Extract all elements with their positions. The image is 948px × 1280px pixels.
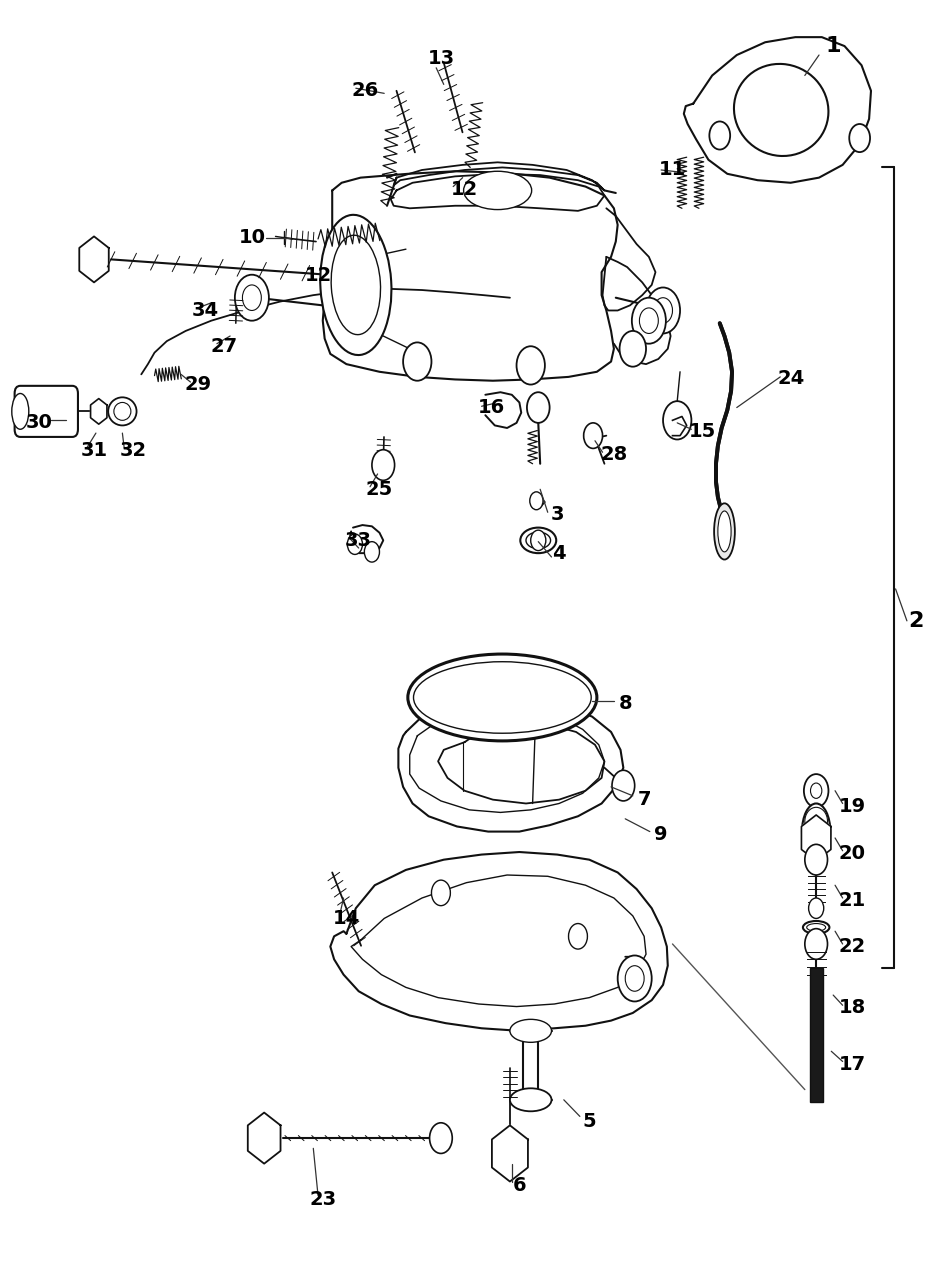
- Polygon shape: [91, 398, 107, 424]
- Circle shape: [530, 492, 543, 509]
- Circle shape: [811, 783, 822, 799]
- Text: 8: 8: [618, 694, 632, 713]
- Text: 4: 4: [553, 544, 566, 563]
- Text: 11: 11: [659, 160, 686, 179]
- Text: 21: 21: [838, 891, 866, 910]
- Text: 24: 24: [778, 369, 805, 388]
- Text: 5: 5: [582, 1112, 596, 1132]
- Circle shape: [639, 308, 658, 334]
- Circle shape: [372, 449, 394, 480]
- Text: 26: 26: [352, 82, 379, 100]
- Text: 9: 9: [654, 824, 668, 844]
- Text: 7: 7: [637, 790, 651, 809]
- Text: 15: 15: [689, 422, 717, 442]
- Ellipse shape: [413, 662, 592, 733]
- Text: 3: 3: [551, 506, 564, 525]
- Text: 27: 27: [210, 337, 238, 356]
- Text: 18: 18: [838, 998, 866, 1018]
- Circle shape: [805, 845, 828, 876]
- Text: 19: 19: [839, 796, 866, 815]
- Ellipse shape: [320, 215, 392, 355]
- Circle shape: [364, 541, 379, 562]
- Circle shape: [569, 924, 588, 948]
- Bar: [810, 968, 823, 1102]
- Ellipse shape: [803, 922, 830, 934]
- Text: 31: 31: [81, 442, 107, 461]
- Circle shape: [809, 899, 824, 919]
- Circle shape: [618, 955, 651, 1001]
- Circle shape: [347, 534, 362, 554]
- Text: 14: 14: [333, 909, 360, 928]
- Text: 25: 25: [366, 480, 393, 499]
- Ellipse shape: [408, 654, 597, 741]
- Text: 6: 6: [513, 1176, 526, 1194]
- Text: 32: 32: [120, 442, 147, 461]
- Ellipse shape: [114, 402, 131, 420]
- Ellipse shape: [802, 804, 830, 860]
- Text: 2: 2: [909, 611, 924, 631]
- Text: 30: 30: [26, 413, 53, 433]
- FancyBboxPatch shape: [14, 385, 78, 436]
- Ellipse shape: [510, 1088, 552, 1111]
- Text: 1: 1: [826, 36, 841, 56]
- Ellipse shape: [718, 511, 731, 552]
- Circle shape: [805, 929, 828, 959]
- Text: 20: 20: [839, 844, 866, 863]
- Text: 34: 34: [192, 301, 219, 320]
- Ellipse shape: [526, 532, 551, 549]
- Polygon shape: [247, 1112, 281, 1164]
- Text: 23: 23: [309, 1190, 337, 1208]
- Ellipse shape: [464, 172, 532, 210]
- Ellipse shape: [11, 393, 28, 429]
- Circle shape: [663, 401, 691, 439]
- Text: 16: 16: [478, 398, 504, 417]
- Circle shape: [429, 1123, 452, 1153]
- Circle shape: [403, 343, 431, 380]
- Polygon shape: [492, 1125, 528, 1181]
- Text: 33: 33: [345, 531, 373, 550]
- Ellipse shape: [714, 503, 735, 559]
- Ellipse shape: [807, 924, 826, 932]
- Circle shape: [709, 122, 730, 150]
- Ellipse shape: [805, 808, 828, 836]
- Circle shape: [620, 332, 646, 366]
- Circle shape: [517, 346, 545, 384]
- Circle shape: [646, 288, 680, 334]
- Circle shape: [431, 881, 450, 906]
- Circle shape: [632, 298, 665, 344]
- Circle shape: [584, 422, 603, 448]
- Polygon shape: [80, 237, 109, 283]
- Text: 22: 22: [838, 937, 866, 956]
- Circle shape: [849, 124, 870, 152]
- Circle shape: [243, 285, 262, 311]
- Text: 10: 10: [238, 228, 265, 247]
- Circle shape: [531, 530, 546, 550]
- Circle shape: [527, 392, 550, 422]
- Text: 12: 12: [451, 179, 478, 198]
- Text: 13: 13: [428, 50, 454, 68]
- Text: 12: 12: [304, 266, 332, 285]
- Ellipse shape: [510, 1019, 552, 1042]
- Circle shape: [612, 771, 635, 801]
- Text: 29: 29: [185, 375, 211, 394]
- Circle shape: [235, 275, 269, 321]
- Text: 28: 28: [600, 445, 628, 465]
- Text: 17: 17: [839, 1055, 866, 1074]
- Ellipse shape: [108, 397, 137, 425]
- Ellipse shape: [520, 527, 556, 553]
- Circle shape: [804, 774, 829, 808]
- Polygon shape: [801, 815, 830, 861]
- Circle shape: [653, 298, 672, 324]
